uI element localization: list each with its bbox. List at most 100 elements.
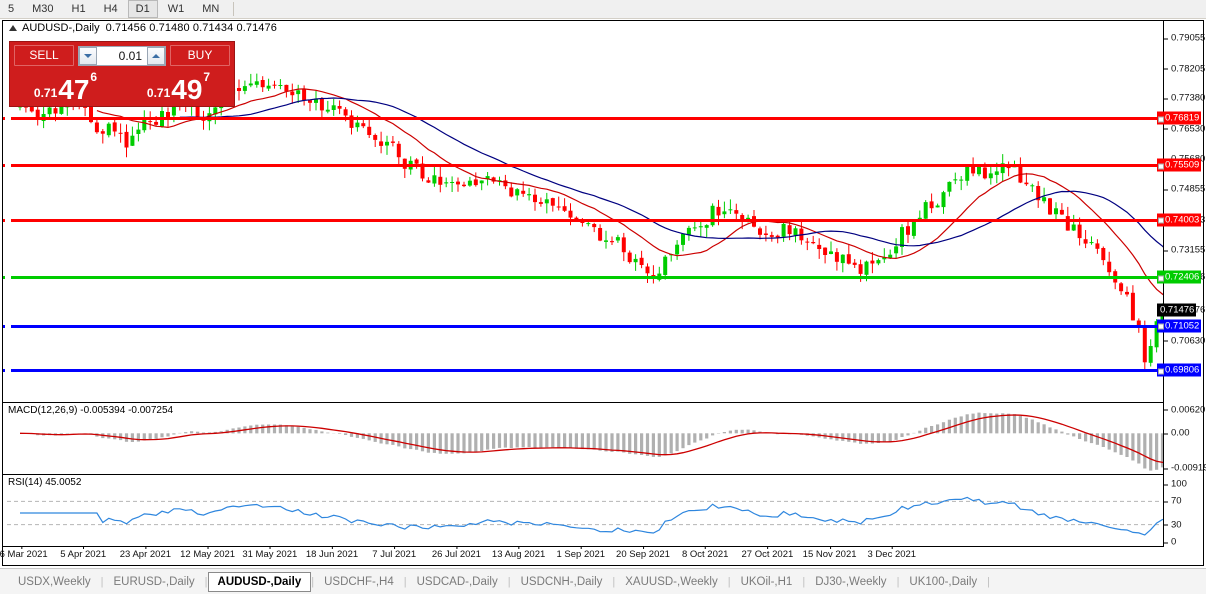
- time-scale[interactable]: 16 Mar 2021 5 Apr 2021 23 Apr 2021 12 May 2…: [0, 546, 1163, 565]
- level-line-pivot[interactable]: [3, 274, 1163, 280]
- timeframe-m30[interactable]: M30: [32, 3, 54, 15]
- timeframe-toolbar[interactable]: 5 M30 H1 H4 D1 W1 MN: [0, 0, 1206, 19]
- tab-divider: |: [403, 575, 407, 588]
- timeframe-mn[interactable]: MN: [202, 3, 220, 15]
- macd-chart: [19, 412, 1163, 471]
- buy-price-prefix: 0.71: [146, 86, 171, 100]
- toolbar-divider: [233, 2, 235, 16]
- macd-label: MACD(12,26,9) -0.005394 -0.007254: [8, 405, 174, 416]
- rsi-tick: 70: [1164, 496, 1182, 507]
- tab-divider: |: [612, 575, 616, 588]
- buy-button[interactable]: BUY: [170, 45, 230, 66]
- macd-tick: 0.00: [1164, 428, 1190, 439]
- tab-divider: |: [204, 575, 208, 588]
- date-tick: 7 Jul 2021: [372, 546, 417, 560]
- level-line-resistance[interactable]: [3, 216, 1163, 223]
- tab-eurusd--daily[interactable]: EURUSD-,Daily: [113, 575, 195, 588]
- sell-price-display[interactable]: 0.71 47 6: [10, 66, 123, 104]
- tab-divider: |: [802, 575, 806, 588]
- current-price-label: 0.71476: [1157, 303, 1197, 317]
- symbol-tab-bar[interactable]: USDX,Weekly | EURUSD-,Daily | AUDUSD-,Daily |…: [0, 568, 1206, 594]
- tab-divider: |: [100, 575, 104, 588]
- volume-input[interactable]: 0.01: [118, 48, 142, 63]
- level-line-support[interactable]: [3, 322, 1163, 329]
- rsi-tick: 0: [1164, 537, 1176, 548]
- level-label-nub: [1158, 368, 1164, 375]
- timeframe-h4[interactable]: H4: [103, 3, 118, 15]
- level-line-support[interactable]: [3, 367, 1163, 374]
- tab-divider: |: [896, 575, 900, 588]
- buy-price-fraction: 7: [203, 70, 211, 84]
- price-tick: 0.77380: [1164, 93, 1205, 104]
- tab-dj30--weekly[interactable]: DJ30-,Weekly: [815, 575, 887, 588]
- price-tick: 0.76530: [1164, 123, 1205, 134]
- chart-ohlc-values: 0.71456 0.71480 0.71434 0.71476: [105, 22, 277, 34]
- level-line-resistance[interactable]: [3, 162, 1163, 169]
- tab-uk100--daily[interactable]: UK100-,Daily: [909, 575, 978, 588]
- buy-price-display[interactable]: 0.71 49 7: [123, 66, 234, 104]
- level-price-label[interactable]: 0.69806: [1157, 363, 1202, 377]
- tab-xauusd--weekly[interactable]: XAUUSD-,Weekly: [625, 575, 718, 588]
- tab-divider: |: [987, 575, 991, 588]
- volume-stepper[interactable]: 0.01: [78, 45, 166, 66]
- sell-button[interactable]: SELL: [14, 45, 74, 66]
- level-line-handle[interactable]: [5, 274, 11, 280]
- price-tick: 0.74855: [1164, 184, 1205, 195]
- level-line-handle[interactable]: [5, 216, 11, 223]
- macd-tick: -0.00919: [1164, 463, 1206, 474]
- tab-usdcnh--daily[interactable]: USDCNH-,Daily: [520, 575, 603, 588]
- timeframe-w1[interactable]: W1: [167, 3, 185, 15]
- candlestick-chart: [18, 73, 1163, 370]
- one-click-trading-panel[interactable]: SELL 0.01 BUY 0.71 47 6 0.71 49 7: [9, 41, 235, 107]
- price-pane[interactable]: [3, 21, 1163, 403]
- price-tick: 0.70630: [1164, 335, 1205, 346]
- price-tick: 0.78205: [1164, 63, 1205, 74]
- level-label-nub: [1158, 163, 1164, 170]
- date-tick: 31 May 2021: [242, 546, 298, 560]
- level-line-handle[interactable]: [5, 115, 11, 122]
- buy-price-main: 49: [171, 74, 203, 105]
- chart-frame[interactable]: AUDUSD-,Daily 0.71456 0.71480 0.71434 0.…: [0, 20, 1206, 566]
- level-price-label[interactable]: 0.75509: [1157, 158, 1202, 172]
- timeframe-d1[interactable]: D1: [127, 0, 158, 18]
- timeframe-5[interactable]: 5: [8, 3, 15, 15]
- level-price-label[interactable]: 0.71052: [1157, 319, 1202, 333]
- chart-symbol-label: AUDUSD-,Daily: [22, 22, 100, 34]
- collapse-triangle-icon[interactable]: [9, 25, 17, 31]
- volume-increase-button[interactable]: [147, 46, 165, 65]
- level-price-label[interactable]: 0.76819: [1157, 111, 1202, 125]
- level-price-label[interactable]: 0.72406: [1157, 270, 1202, 284]
- macd-pane[interactable]: MACD(12,26,9) -0.005394 -0.007254: [3, 403, 1163, 475]
- tab-divider: |: [507, 575, 511, 588]
- rsi-tick: 100: [1164, 479, 1187, 490]
- level-line-handle[interactable]: [5, 162, 11, 169]
- date-tick: 12 May 2021: [180, 546, 236, 560]
- date-tick: 13 Aug 2021: [491, 546, 546, 560]
- level-price-label[interactable]: 0.74003: [1157, 213, 1202, 227]
- price-tick: 0.79055: [1164, 33, 1205, 44]
- date-tick: 18 Jun 2021: [305, 546, 359, 560]
- rsi-pane[interactable]: RSI(14) 45.0052: [3, 475, 1163, 547]
- sell-price-fraction: 6: [90, 70, 98, 84]
- level-line-resistance[interactable]: [3, 115, 1163, 122]
- price-scale[interactable]: 0.790550.782050.773800.765300.756800.748…: [1157, 21, 1206, 548]
- tab-usdcad--daily[interactable]: USDCAD-,Daily: [416, 575, 498, 588]
- chart-symbol-header: AUDUSD-,Daily 0.71456 0.71480 0.71434 0.…: [3, 21, 277, 35]
- sell-price-main: 47: [58, 74, 90, 105]
- tab-ukoil--h1[interactable]: UKOil-,H1: [740, 575, 793, 588]
- level-line-handle[interactable]: [5, 367, 11, 374]
- tab-usdx-weekly[interactable]: USDX,Weekly: [18, 575, 91, 588]
- rsi-chart: [7, 496, 1163, 536]
- date-tick: 26 Jul 2021: [431, 546, 481, 560]
- date-tick: 3 Dec 2021: [867, 546, 917, 560]
- chevron-up-icon: [152, 53, 160, 58]
- rsi-tick: 30: [1164, 519, 1182, 530]
- level-line-handle[interactable]: [5, 322, 11, 329]
- level-label-nub: [1158, 116, 1164, 123]
- tab-audusd--daily[interactable]: AUDUSD-,Daily: [207, 571, 312, 592]
- volume-decrease-button[interactable]: [79, 46, 97, 65]
- tab-usdchf--h4[interactable]: USDCHF-,H4: [324, 575, 394, 588]
- timeframe-h1[interactable]: H1: [71, 3, 86, 15]
- date-tick: 15 Nov 2021: [802, 546, 857, 560]
- date-tick: 20 Sep 2021: [616, 546, 670, 560]
